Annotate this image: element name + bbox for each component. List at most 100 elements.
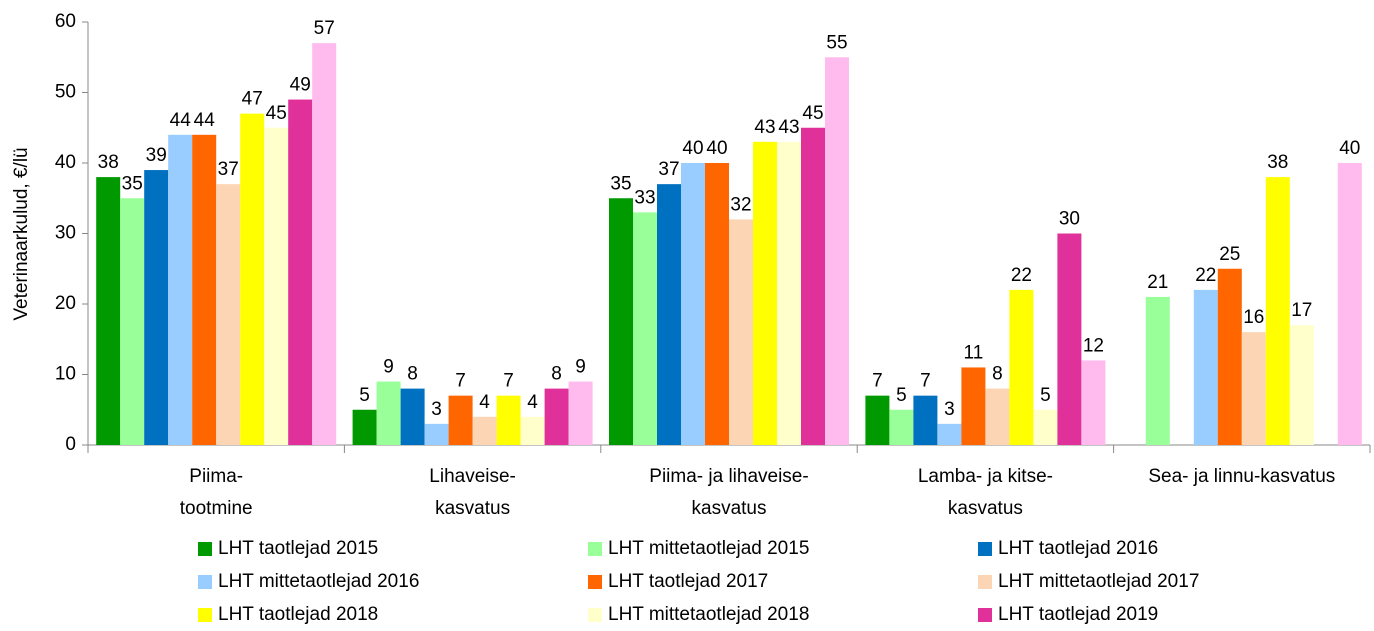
legend-label: LHT taotlejad 2018 [218, 604, 378, 625]
legend-swatch [588, 608, 602, 622]
data-label: 37 [658, 159, 679, 180]
data-label: 22 [1195, 265, 1216, 286]
data-label: 5 [359, 385, 370, 406]
bar [144, 170, 169, 446]
bar [937, 423, 962, 445]
data-label: 16 [1243, 307, 1264, 328]
legend-swatch [978, 542, 992, 556]
legend-swatch [978, 575, 992, 589]
bar [1081, 360, 1106, 445]
data-label: 9 [383, 357, 394, 378]
data-label: 5 [1040, 385, 1051, 406]
x-tick-label: kasvatus [435, 498, 510, 519]
data-label: 9 [575, 357, 586, 378]
x-tick-label: Piima- ja lihaveise- [649, 466, 808, 487]
bar [1217, 268, 1242, 445]
x-tick-label: kasvatus [948, 498, 1023, 519]
data-label: 30 [1059, 209, 1080, 230]
data-label: 8 [992, 364, 1003, 385]
legend-label: LHT taotlejad 2015 [218, 538, 378, 559]
x-tick-label: Piima- [189, 466, 243, 487]
data-label: 7 [455, 371, 466, 392]
bar [865, 395, 890, 445]
data-label: 7 [503, 371, 514, 392]
legend-label: LHT taotlejad 2017 [608, 571, 768, 592]
data-label: 43 [778, 117, 799, 138]
y-tick-label: 60 [55, 11, 76, 32]
data-label: 8 [407, 364, 418, 385]
legend-swatch [198, 542, 212, 556]
data-label: 7 [920, 371, 931, 392]
data-label: 57 [314, 18, 335, 39]
data-label: 49 [290, 75, 311, 96]
bar [1337, 163, 1362, 445]
data-label: 33 [634, 187, 655, 208]
data-label: 38 [1267, 152, 1288, 173]
bar [544, 388, 569, 445]
data-label: 4 [479, 392, 490, 413]
data-label: 35 [122, 173, 143, 194]
bar [913, 395, 938, 445]
bar [496, 395, 521, 445]
bar [168, 134, 193, 446]
legend-swatch [198, 608, 212, 622]
data-label: 5 [896, 385, 907, 406]
bar [472, 416, 497, 445]
data-label: 40 [682, 138, 703, 159]
data-label: 3 [431, 399, 442, 420]
data-label: 11 [964, 342, 984, 363]
data-label: 45 [802, 103, 823, 124]
y-tick-label: 50 [55, 82, 76, 103]
bar [1289, 325, 1314, 445]
legend-label: LHT mittetaotlejad 2018 [608, 604, 809, 625]
y-tick-label: 20 [55, 293, 76, 314]
bar [889, 409, 914, 445]
bar [424, 423, 449, 445]
bar [705, 163, 729, 445]
legend-label: LHT mittetaotlejad 2015 [608, 538, 809, 559]
data-label: 43 [754, 117, 775, 138]
bar [729, 219, 753, 445]
data-label: 47 [242, 89, 263, 110]
data-label: 44 [194, 110, 216, 131]
legend-label: LHT taotlejad 2016 [998, 538, 1158, 559]
x-tick-label: Sea- ja linnu-kasvatus [1148, 466, 1335, 487]
data-label: 44 [170, 110, 192, 131]
bar [1193, 289, 1218, 445]
bar [352, 409, 377, 445]
bar [96, 177, 121, 445]
legend-label: LHT mittetaotlejad 2017 [998, 571, 1199, 592]
bar [568, 381, 593, 445]
y-tick-label: 30 [55, 223, 76, 244]
data-label: 21 [1147, 272, 1168, 293]
data-label: 17 [1291, 300, 1312, 321]
data-label: 40 [706, 138, 727, 159]
y-axis-label: Veterinaarkulud, €/lü [11, 147, 32, 320]
data-label: 38 [98, 152, 119, 173]
bar [1241, 332, 1266, 445]
bar [240, 113, 265, 446]
bar [1265, 177, 1290, 445]
bar [985, 388, 1010, 445]
data-label: 39 [146, 145, 167, 166]
data-label: 25 [1219, 244, 1240, 265]
data-label: 8 [551, 364, 562, 385]
bar [120, 198, 145, 445]
bar [288, 99, 313, 446]
data-label: 32 [730, 194, 751, 215]
bar [609, 198, 633, 445]
bar [801, 127, 825, 445]
data-label: 55 [826, 32, 847, 53]
bar [520, 416, 545, 445]
data-label: 12 [1083, 335, 1104, 356]
data-label: 7 [872, 371, 883, 392]
bar [1033, 409, 1058, 445]
data-label: 4 [527, 392, 538, 413]
bar [1009, 289, 1034, 445]
bar [681, 163, 705, 445]
bar [312, 43, 337, 446]
bar [216, 184, 241, 445]
legend-swatch [978, 608, 992, 622]
bar [400, 388, 425, 445]
